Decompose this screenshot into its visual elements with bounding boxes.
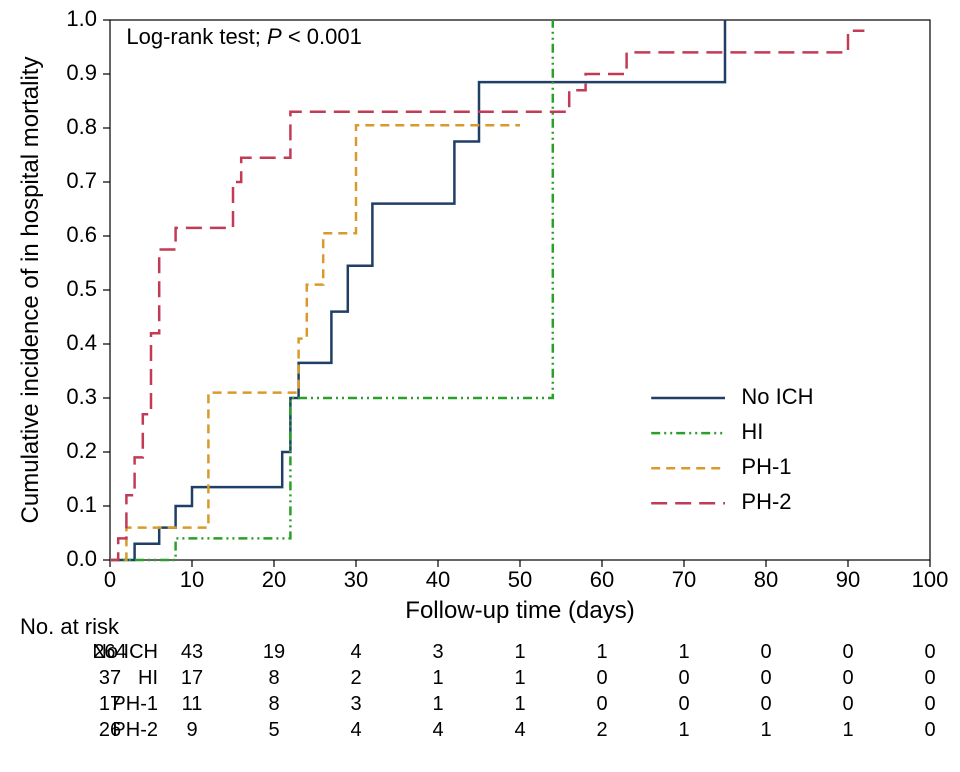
risk-cell: 0 — [842, 693, 853, 715]
risk-cell: 1 — [514, 667, 525, 689]
x-tick-label: 80 — [754, 567, 778, 592]
legend-label: PH-1 — [741, 454, 791, 479]
x-tick-label: 30 — [344, 567, 368, 592]
risk-cell: 1 — [514, 693, 525, 715]
risk-cell: 0 — [596, 693, 607, 715]
y-axis-label: Cumulative incidence of in hospital mort… — [17, 57, 44, 524]
y-tick-label: 1.0 — [66, 6, 97, 31]
risk-cell: 264 — [93, 641, 126, 663]
x-tick-label: 20 — [262, 567, 286, 592]
risk-row-label: HI — [138, 667, 158, 689]
risk-cell: 0 — [842, 667, 853, 689]
risk-cell: 1 — [678, 641, 689, 663]
x-tick-label: 10 — [180, 567, 204, 592]
y-tick-label: 0.1 — [66, 492, 97, 517]
risk-cell: 1 — [596, 641, 607, 663]
risk-cell: 37 — [99, 667, 121, 689]
risk-cell: 4 — [350, 641, 361, 663]
risk-cell: 1 — [514, 641, 525, 663]
risk-cell: 26 — [99, 719, 121, 741]
risk-cell: 0 — [924, 693, 935, 715]
risk-cell: 43 — [181, 641, 203, 663]
risk-cell: 3 — [432, 641, 443, 663]
risk-cell: 8 — [268, 693, 279, 715]
risk-cell: 0 — [596, 667, 607, 689]
risk-cell: 0 — [678, 693, 689, 715]
legend-label: No ICH — [741, 384, 813, 409]
risk-cell: 4 — [350, 719, 361, 741]
x-tick-label: 70 — [672, 567, 696, 592]
x-tick-label: 60 — [590, 567, 614, 592]
risk-cell: 5 — [268, 719, 279, 741]
risk-table-title: No. at risk — [20, 614, 120, 639]
y-tick-label: 0.7 — [66, 168, 97, 193]
km-chart-svg: 0.00.10.20.30.40.50.60.70.80.91.00102030… — [0, 0, 960, 767]
y-tick-label: 0.3 — [66, 384, 97, 409]
risk-cell: 9 — [186, 719, 197, 741]
x-tick-label: 0 — [104, 567, 116, 592]
risk-cell: 1 — [432, 693, 443, 715]
y-tick-label: 0.0 — [66, 546, 97, 571]
risk-cell: 0 — [924, 667, 935, 689]
risk-cell: 1 — [432, 667, 443, 689]
risk-cell: 1 — [760, 719, 771, 741]
risk-cell: 0 — [842, 641, 853, 663]
risk-cell: 3 — [350, 693, 361, 715]
y-tick-label: 0.9 — [66, 60, 97, 85]
x-axis-label: Follow-up time (days) — [405, 597, 634, 624]
risk-cell: 19 — [263, 641, 285, 663]
risk-cell: 0 — [760, 693, 771, 715]
y-tick-label: 0.6 — [66, 222, 97, 247]
y-tick-label: 0.8 — [66, 114, 97, 139]
risk-cell: 4 — [432, 719, 443, 741]
legend-label: HI — [741, 419, 763, 444]
y-tick-label: 0.5 — [66, 276, 97, 301]
x-tick-label: 100 — [912, 567, 949, 592]
x-tick-label: 50 — [508, 567, 532, 592]
risk-cell: 2 — [596, 719, 607, 741]
x-tick-label: 90 — [836, 567, 860, 592]
y-tick-label: 0.2 — [66, 438, 97, 463]
risk-cell: 11 — [182, 693, 203, 715]
risk-cell: 2 — [350, 667, 361, 689]
risk-cell: 0 — [760, 667, 771, 689]
y-tick-label: 0.4 — [66, 330, 97, 355]
risk-cell: 0 — [924, 641, 935, 663]
risk-cell: 17 — [181, 667, 203, 689]
km-chart-container: 0.00.10.20.30.40.50.60.70.80.91.00102030… — [0, 0, 960, 767]
logrank-annotation: Log-rank test; P < 0.001 — [126, 24, 361, 49]
x-tick-label: 40 — [426, 567, 450, 592]
legend-label: PH-2 — [741, 489, 791, 514]
risk-cell: 1 — [678, 719, 689, 741]
risk-cell: 8 — [268, 667, 279, 689]
risk-cell: 0 — [760, 641, 771, 663]
risk-cell: 1 — [842, 719, 853, 741]
risk-cell: 17 — [99, 693, 121, 715]
risk-cell: 0 — [678, 667, 689, 689]
risk-cell: 0 — [924, 719, 935, 741]
risk-cell: 4 — [514, 719, 525, 741]
